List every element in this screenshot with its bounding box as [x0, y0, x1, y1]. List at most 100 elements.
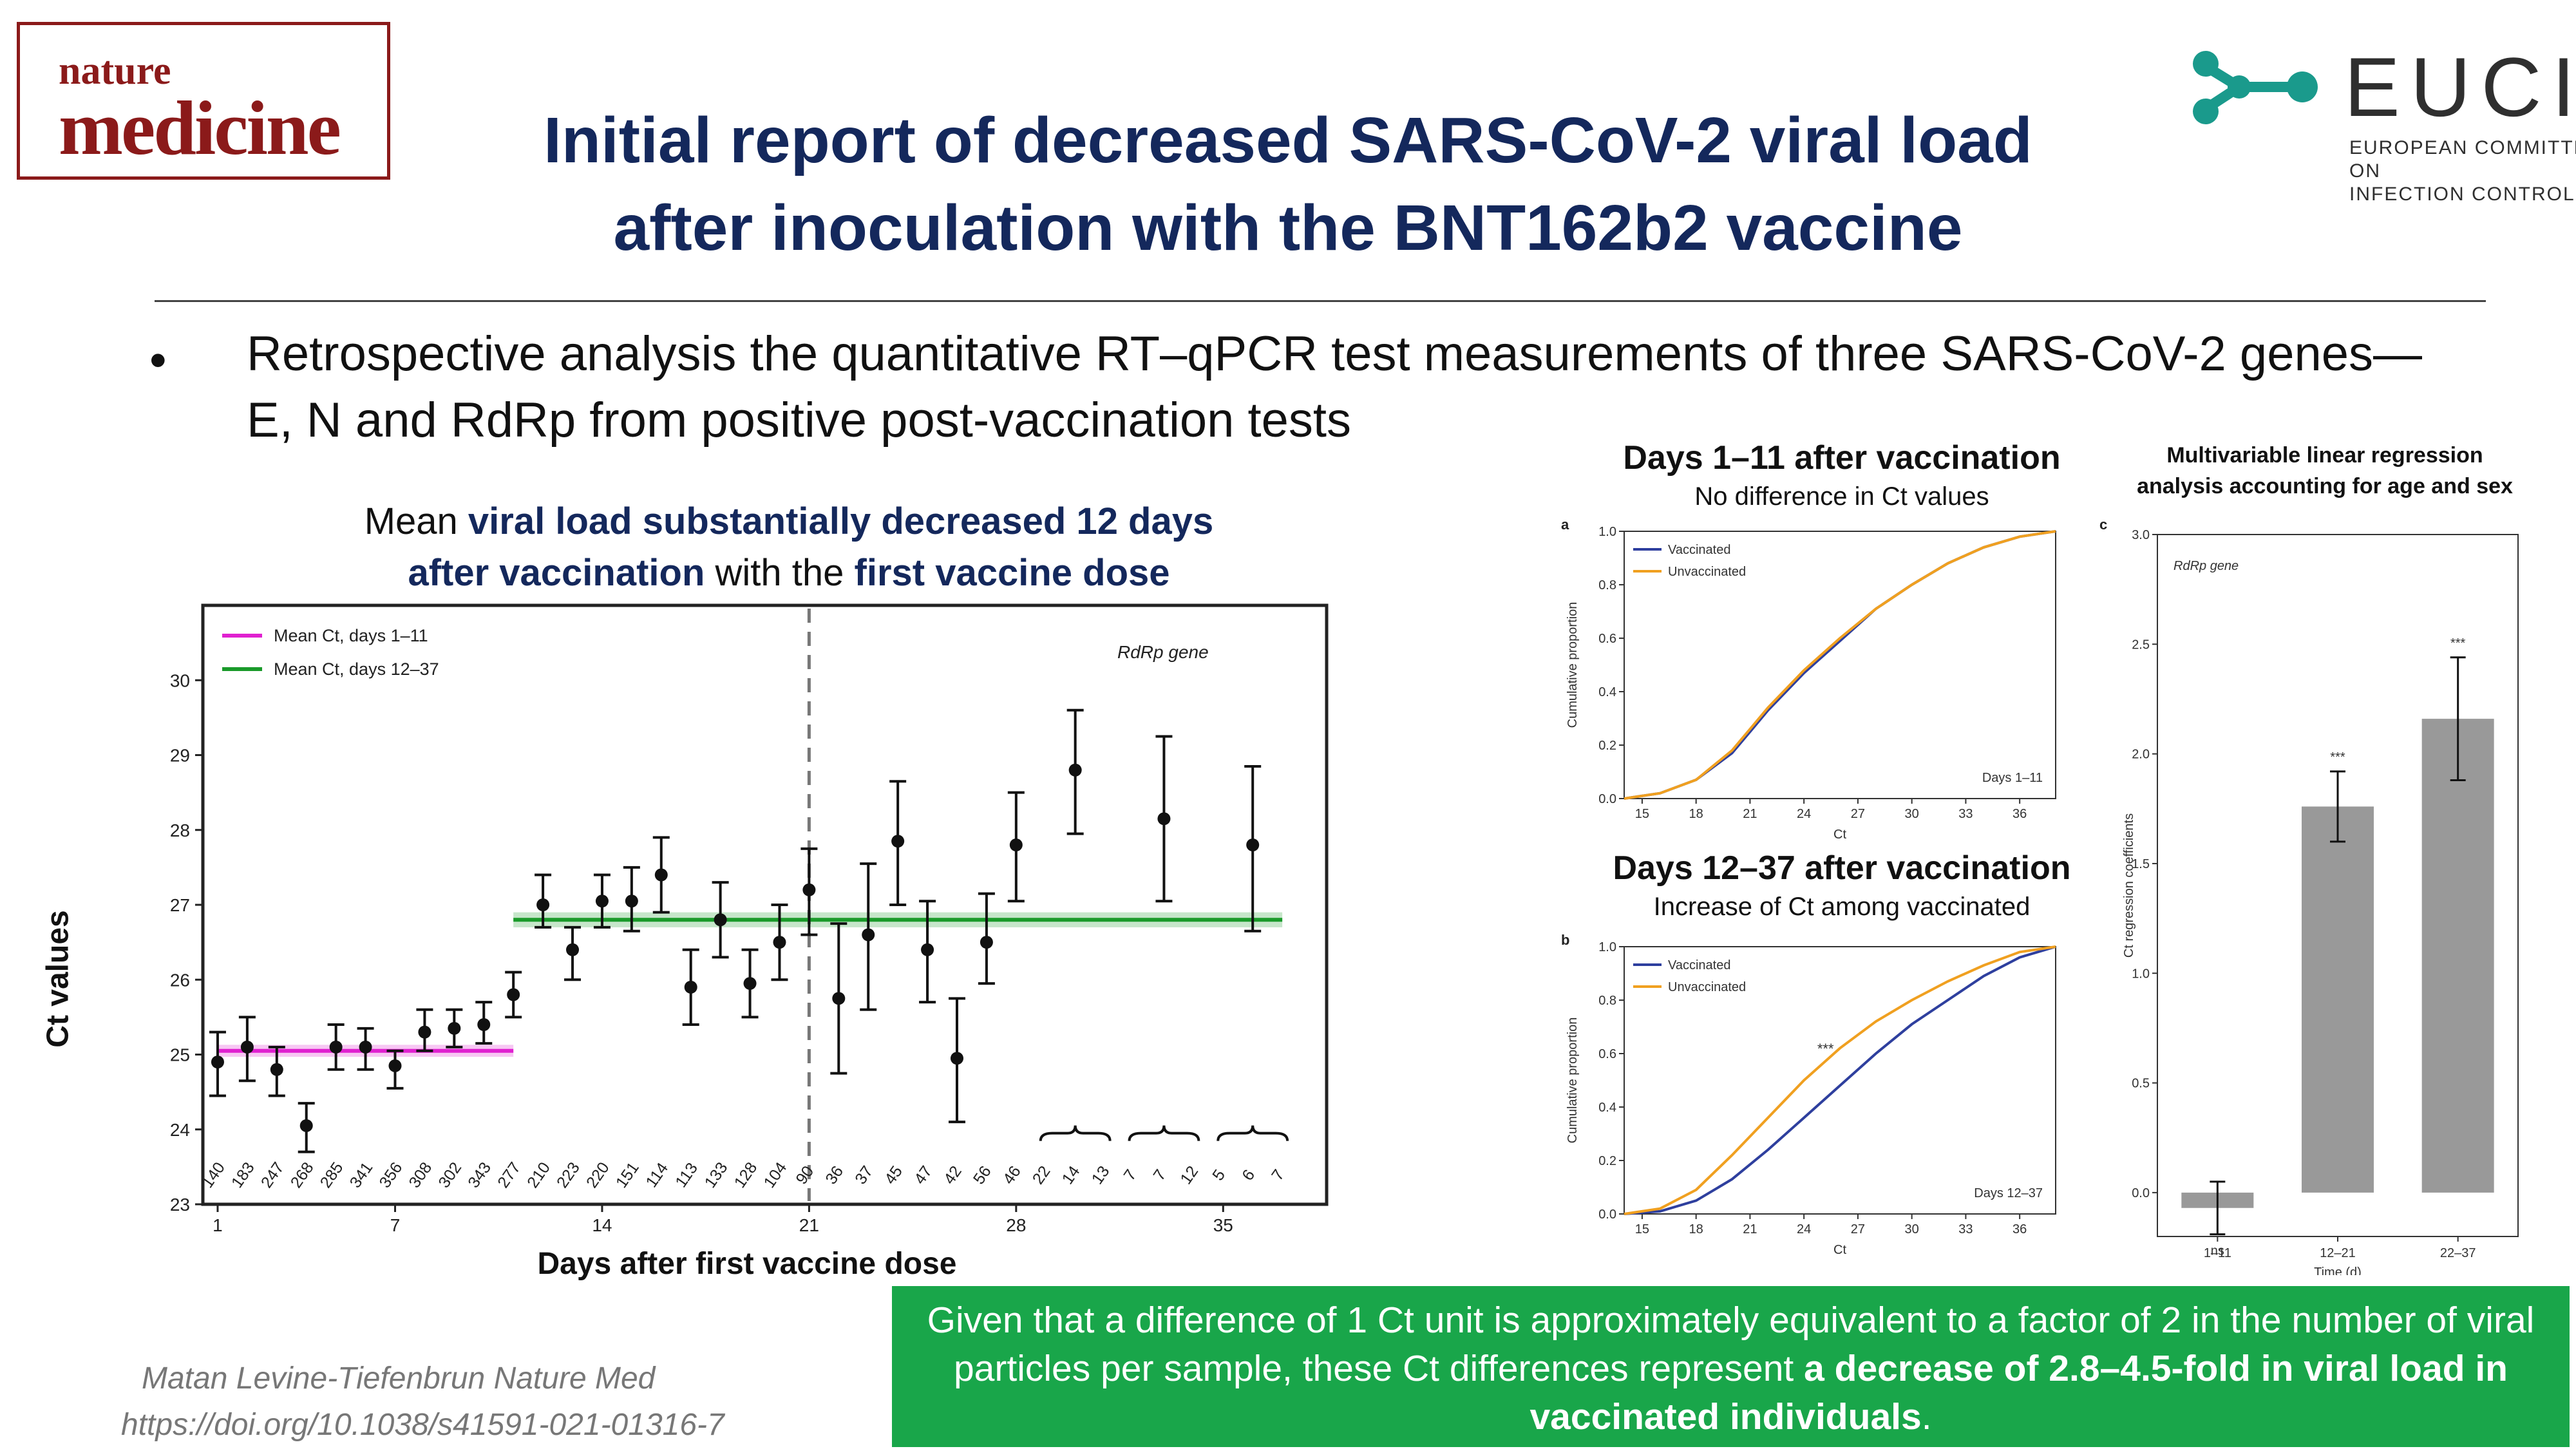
grouping-brace: [1217, 1125, 1289, 1141]
data-point: [743, 977, 757, 990]
y-tick-label: 28: [170, 820, 190, 840]
left-chart-caption: Mean viral load substantially decreased …: [322, 496, 1256, 599]
y-tick-label: 0.6: [1598, 1047, 1616, 1061]
bullet-text: Retrospective analysis the quantitative …: [247, 327, 2422, 448]
gene-annotation: RdRp gene: [2174, 559, 2239, 573]
conclusion-bold: a decrease of 2.8–4.5-fold in viral load…: [1530, 1348, 2508, 1437]
x-tick-label: 28: [1006, 1215, 1026, 1235]
x-tick-label: 22–37: [2440, 1246, 2476, 1260]
x-tick-label: 24: [1797, 807, 1811, 821]
grouping-brace: [1128, 1125, 1200, 1141]
period-annotation: Days 1–11: [1982, 771, 2043, 785]
x-tick-label: 12–21: [2320, 1246, 2356, 1260]
data-point: [891, 835, 905, 848]
data-point: [477, 1018, 491, 1031]
data-point: [832, 992, 846, 1005]
legend-label: Unvaccinated: [1668, 980, 1746, 994]
data-point: [299, 1119, 313, 1132]
caption-bold-1: viral load substantially decreased 12 da…: [468, 500, 1214, 542]
panel-label: c: [2099, 516, 2107, 533]
x-tick-label: 15: [1635, 807, 1649, 821]
data-point: [1068, 763, 1082, 777]
panel-c-title-line-2: analysis accounting for age and sex: [2137, 474, 2513, 498]
panel-a-heading: Days 1–11 after vaccination No differenc…: [1520, 437, 2164, 514]
regression-bar: [2421, 719, 2494, 1193]
series-line: [1624, 945, 2056, 1215]
caption-bold-3: first vaccine dose: [854, 552, 1170, 594]
eucic-logo-subtitle: EUROPEAN COMMITTEE ON INFECTION CONTROL: [2349, 137, 2576, 206]
x-tick-label: 33: [1958, 807, 1973, 821]
panel-b-title: Days 12–37 after vaccination: [1613, 849, 2071, 887]
gene-annotation: RdRp gene: [1117, 642, 1209, 662]
conclusion-text-1: Given that a difference of 1 Ct unit is …: [927, 1300, 2535, 1389]
y-tick-label: 0.4: [1598, 685, 1616, 699]
panel-a-subtitle: No difference in Ct values: [1694, 482, 1989, 511]
y-tick-label: 30: [170, 670, 190, 690]
caption-plain-2: with the: [705, 552, 855, 594]
panel-b-heading: Days 12–37 after vaccination Increase of…: [1520, 847, 2164, 924]
citation-line-1: Matan Levine-Tiefenbrun Nature Med: [142, 1361, 656, 1396]
plot-frame: [201, 603, 1329, 1206]
cumulative-chart-days-1-11: a 0.0 0.2 0.4 0.6 0.8 1.0 15 18 21 24 27 30 33 36 Ct Cum…: [1561, 516, 2056, 842]
series-line: [1624, 530, 2056, 800]
x-tick-label: 30: [1905, 1222, 1919, 1236]
data-point: [773, 936, 786, 949]
series-line: [1624, 945, 2056, 1215]
y-tick-label: 2.5: [2132, 638, 2150, 652]
significance-label: ***: [2330, 750, 2345, 764]
significance-label: ***: [2450, 636, 2466, 650]
panel-label: a: [1561, 516, 1569, 533]
x-axis-label: Ct: [1833, 828, 1846, 842]
x-axis-label: Ct: [1833, 1243, 1846, 1257]
x-tick-label: 27: [1851, 807, 1865, 821]
x-tick-label: 21: [799, 1215, 819, 1235]
main-chart-y-label: Ct values: [41, 910, 75, 1048]
y-tick-label: 27: [170, 895, 190, 915]
x-tick-label: 30: [1905, 807, 1919, 821]
data-point: [566, 943, 580, 956]
panel-c-title-line-1: Multivariable linear regression: [2166, 443, 2483, 468]
y-tick-label: 0.5: [2132, 1077, 2150, 1091]
data-point: [270, 1063, 283, 1076]
citation-line-2: https://doi.org/10.1038/s41591-021-01316…: [121, 1408, 724, 1442]
x-tick-label: 7: [390, 1215, 401, 1235]
data-point: [388, 1059, 402, 1072]
main-chart-x-label: Days after first vaccine dose: [537, 1247, 957, 1281]
x-tick-label: 18: [1689, 807, 1703, 821]
data-point: [418, 1025, 431, 1039]
caption-plain-1: Mean: [364, 500, 468, 542]
y-axis-label: Cumulative proportion: [1566, 1018, 1580, 1144]
x-tick-label: 35: [1213, 1215, 1233, 1235]
regression-bar: [2302, 806, 2374, 1193]
y-tick-label: 0.6: [1598, 632, 1616, 646]
plot-frame: [1624, 946, 2056, 1215]
x-tick-label: 14: [592, 1215, 612, 1235]
x-tick-label: 36: [2012, 1222, 2027, 1236]
title-line-2: after inoculation with the BNT162b2 vacc…: [613, 192, 1963, 264]
x-tick-label: 18: [1689, 1222, 1703, 1236]
period-annotation: Days 12–37: [1974, 1186, 2043, 1200]
conclusion-box: Given that a difference of 1 Ct unit is …: [892, 1286, 2570, 1447]
x-tick-label: 36: [2012, 807, 2027, 821]
logo-line-2: medicine: [59, 85, 341, 171]
data-point: [980, 936, 993, 949]
bullet-marker: •: [149, 333, 167, 388]
y-tick-label: 0.8: [1598, 578, 1616, 592]
legend-label: Vaccinated: [1668, 543, 1730, 557]
cumulative-chart-days-12-37: b 0.0 0.2 0.4 0.6 0.8 1.0 15 18 21 24 27 30 33 36 Ct Cum…: [1561, 932, 2056, 1257]
data-point: [211, 1056, 224, 1069]
x-tick-label: 21: [1743, 807, 1757, 821]
x-tick-label: 21: [1743, 1222, 1757, 1236]
plot-frame: [1624, 531, 2056, 799]
data-point: [625, 895, 638, 908]
legend-label: Mean Ct, days 12–37: [274, 659, 439, 679]
x-tick-label: 15: [1635, 1222, 1649, 1236]
y-tick-label: 29: [170, 746, 190, 766]
data-point: [654, 868, 668, 882]
y-tick-label: 2.0: [2132, 748, 2150, 762]
y-tick-label: 1.5: [2132, 857, 2150, 871]
x-tick-label: 33: [1958, 1222, 1973, 1236]
y-tick-label: 0.0: [2132, 1186, 2150, 1200]
y-tick-label: 1.0: [1598, 940, 1616, 954]
